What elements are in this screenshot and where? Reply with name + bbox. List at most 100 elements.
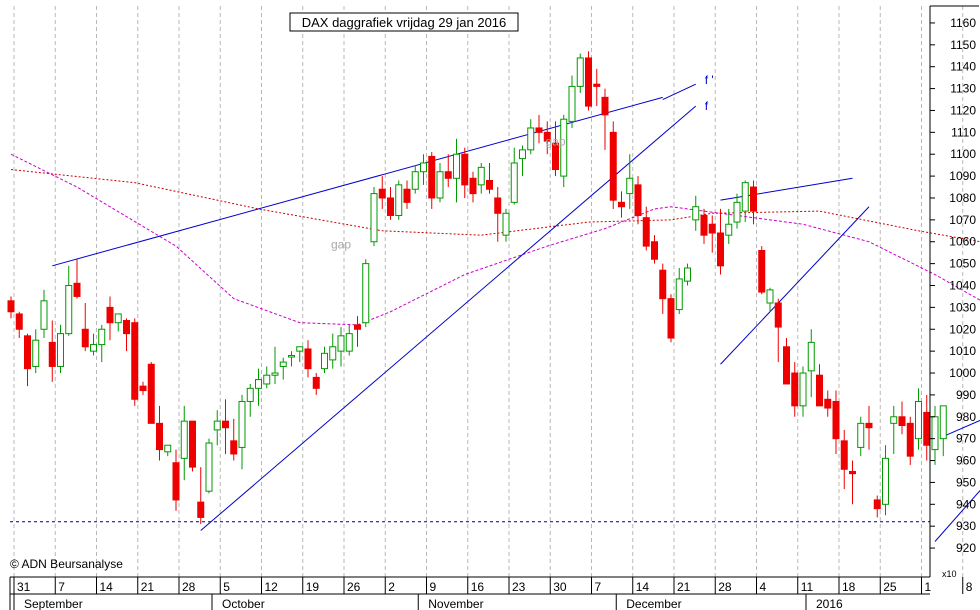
x-tick-label: 9 [430, 580, 437, 594]
x-tick-label: 2 [388, 580, 395, 594]
x-tick-label: 1 [925, 580, 932, 594]
x-tick-label: 18 [842, 580, 856, 594]
candle-body [535, 127, 543, 133]
candle-body [65, 285, 73, 335]
y-tick-label: 1070 [949, 213, 976, 227]
candle-body [296, 346, 304, 352]
candle-body [90, 344, 97, 352]
candle-body [197, 501, 205, 518]
candle-body [345, 333, 353, 352]
x-tick-label: 19 [306, 580, 320, 594]
candle-body [659, 269, 667, 300]
candle-body [189, 420, 196, 468]
annotations: gap gap [331, 134, 566, 251]
y-tick-label: 980 [956, 410, 976, 424]
grid-lines [13, 6, 964, 577]
y-tick-label: 1010 [949, 344, 976, 358]
y-tick-label: 1020 [949, 322, 976, 336]
x-tick-label: 21 [141, 580, 155, 594]
y-tick-label: 1130 [950, 82, 976, 96]
candle-body [453, 153, 460, 179]
candle-body [81, 328, 89, 348]
candle-body [180, 420, 188, 459]
month-label: December [626, 597, 681, 610]
candle-body [164, 444, 172, 453]
x-tick-label: 11 [801, 580, 814, 594]
candle-body [73, 282, 81, 297]
candle-body [312, 376, 320, 389]
chart-title-box [289, 12, 519, 32]
candle-body [15, 313, 23, 330]
candle-body [692, 206, 700, 221]
candle-body [552, 142, 559, 171]
candle-body [750, 186, 757, 212]
candle-body [263, 374, 271, 385]
y-tick-label: 1120 [950, 103, 976, 117]
candle-body [321, 352, 328, 370]
candle-body [543, 131, 551, 142]
candle-body [98, 328, 106, 346]
candle-body [123, 320, 130, 335]
y-tick-label: 920 [956, 541, 976, 555]
candle-body [486, 179, 493, 190]
candle-body [931, 416, 939, 451]
candle-body [387, 197, 394, 216]
month-label: October [222, 597, 265, 610]
candle-body [213, 420, 221, 431]
y-tick-label: 1140 [950, 60, 976, 74]
month-label: September [24, 597, 83, 610]
x-tick-label: 28 [718, 580, 732, 594]
candle-body [354, 324, 361, 330]
candle-body [766, 289, 774, 304]
trendline [720, 206, 870, 365]
x-tick-label: 25 [883, 580, 897, 594]
candle-body [304, 348, 312, 370]
gap-annotation: gap [545, 134, 565, 148]
gap-annotation: gap [331, 237, 351, 251]
x-tick-label: 14 [636, 580, 650, 594]
candle-body [362, 263, 370, 324]
y-tick-label: 1040 [949, 279, 976, 293]
candle-body [865, 422, 873, 429]
x-tick-label: 28 [182, 580, 196, 594]
moving-averages [10, 153, 980, 326]
candle-body [527, 127, 535, 151]
y-tick-label: 1060 [949, 235, 976, 249]
candle-body [601, 96, 609, 116]
axes: 9209309409509609709809901000101010201030… [9, 5, 979, 610]
candle-body [890, 416, 898, 424]
candle-body [717, 232, 724, 267]
candle-body [758, 249, 766, 293]
candle-body [568, 85, 576, 122]
candle-body [783, 346, 790, 385]
x-tick-label: 4 [760, 580, 767, 594]
candle-body [411, 171, 419, 190]
candle-body [205, 442, 213, 492]
y-tick-label: 1050 [949, 257, 976, 271]
candle-body [708, 223, 716, 234]
x-tick-label: 7 [595, 580, 602, 594]
y-tick-label: 990 [956, 388, 976, 402]
candle-body [642, 217, 650, 247]
candle-body [271, 372, 279, 376]
trendline-label: f [705, 99, 709, 113]
candle-body [923, 411, 931, 446]
candle-body [131, 322, 139, 400]
x-tick-label: 14 [100, 580, 114, 594]
x-tick-label: 23 [512, 580, 526, 594]
candle-body [882, 457, 889, 505]
candle-body [337, 335, 345, 352]
y-tick-label: 930 [956, 519, 976, 533]
trendline [52, 96, 663, 267]
x-tick-label: 5 [223, 580, 230, 594]
candle-body [807, 341, 815, 372]
candle-body [395, 184, 403, 216]
y-tick-label: 970 [956, 432, 976, 446]
candle-body [799, 372, 807, 407]
candle-body [428, 155, 436, 199]
candle-body [873, 499, 881, 510]
y-tick-label: 1150 [950, 38, 976, 52]
candle-body [906, 422, 914, 457]
candle-body [255, 379, 262, 389]
candle-body [172, 462, 180, 501]
